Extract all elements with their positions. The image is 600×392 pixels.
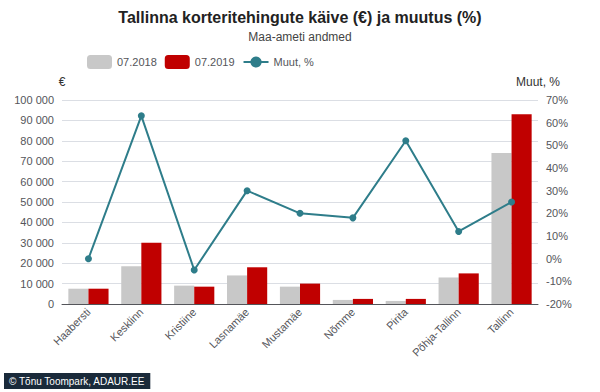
svg-text:Maa-ameti andmed: Maa-ameti andmed [248, 30, 351, 44]
svg-text:100 000: 100 000 [14, 94, 54, 106]
svg-text:30 000: 30 000 [20, 237, 54, 249]
svg-text:-20%: -20% [546, 298, 572, 310]
svg-text:Tallinna korteritehingute käiv: Tallinna korteritehingute käive (€) ja m… [118, 9, 481, 26]
svg-text:Haabersti: Haabersti [51, 306, 93, 348]
svg-text:07.2018: 07.2018 [117, 56, 157, 68]
svg-text:60%: 60% [546, 117, 568, 129]
svg-text:0%: 0% [546, 253, 562, 265]
svg-text:90 000: 90 000 [20, 114, 54, 126]
svg-text:20%: 20% [546, 207, 568, 219]
svg-text:Muut, %: Muut, % [274, 56, 315, 68]
svg-text:07.2019: 07.2019 [195, 56, 235, 68]
svg-text:Kristiine: Kristiine [162, 306, 198, 342]
svg-text:50 000: 50 000 [20, 196, 54, 208]
svg-text:10 000: 10 000 [20, 278, 54, 290]
svg-text:Tallinn: Tallinn [485, 306, 516, 337]
svg-text:© Tõnu Toompark, ADAUR.EE: © Tõnu Toompark, ADAUR.EE [9, 376, 145, 387]
svg-text:10%: 10% [546, 230, 568, 242]
svg-text:Muut, %: Muut, % [516, 75, 560, 89]
svg-text:-10%: -10% [546, 275, 572, 287]
svg-text:Lasnamäe: Lasnamäe [207, 306, 252, 351]
svg-text:50%: 50% [546, 139, 568, 151]
svg-text:70 000: 70 000 [20, 155, 54, 167]
svg-text:Põhja-Tallinn: Põhja-Tallinn [410, 306, 463, 359]
svg-text:20 000: 20 000 [20, 257, 54, 269]
svg-text:40 000: 40 000 [20, 216, 54, 228]
svg-text:70%: 70% [546, 94, 568, 106]
svg-text:Nõmme: Nõmme [321, 306, 357, 342]
svg-text:40%: 40% [546, 162, 568, 174]
svg-text:€: € [59, 75, 66, 89]
svg-text:Kesklinn: Kesklinn [108, 306, 146, 344]
svg-text:60 000: 60 000 [20, 176, 54, 188]
svg-text:0: 0 [48, 298, 54, 310]
svg-text:Mustamäe: Mustamäe [259, 306, 304, 351]
svg-text:Pirita: Pirita [384, 305, 411, 332]
svg-text:30%: 30% [546, 185, 568, 197]
svg-text:80 000: 80 000 [20, 135, 54, 147]
